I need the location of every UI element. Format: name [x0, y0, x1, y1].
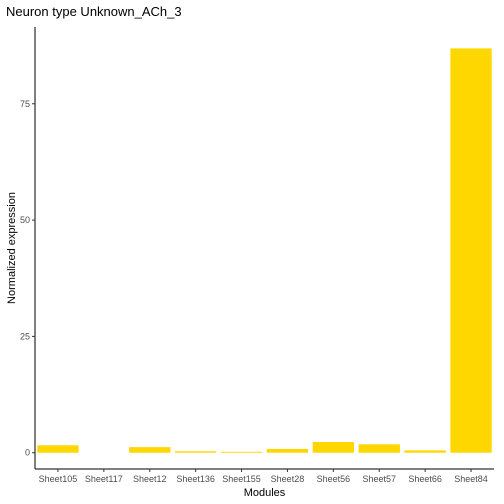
x-axis-label: Modules	[244, 487, 286, 499]
y-tick-label: 25	[20, 331, 30, 341]
y-tick-label: 75	[20, 99, 30, 109]
x-tick-label: Sheet12	[133, 474, 167, 484]
x-tick-label: Sheet66	[408, 474, 442, 484]
bar-Sheet56	[312, 442, 355, 453]
x-tick-label: Sheet28	[271, 474, 305, 484]
x-tick-label: Sheet136	[176, 474, 215, 484]
bar-Sheet28	[266, 448, 309, 453]
x-tick-label: Sheet56	[317, 474, 351, 484]
chart-title: Neuron type Unknown_ACh_3	[6, 4, 182, 19]
bar-Sheet105	[37, 445, 79, 453]
x-tick-label: Sheet57	[362, 474, 396, 484]
x-tick-label: Sheet84	[454, 474, 488, 484]
bar-Sheet66	[404, 450, 446, 453]
x-tick-label: Sheet105	[39, 474, 78, 484]
bar-Sheet12	[129, 447, 171, 453]
x-tick-label: Sheet155	[222, 474, 261, 484]
bar-Sheet84	[450, 48, 492, 453]
y-axis-label: Normalized expression	[6, 192, 18, 304]
bar-Sheet136	[174, 451, 217, 453]
x-tick-label: Sheet117	[85, 474, 123, 484]
y-tick-label: 50	[20, 215, 30, 225]
y-tick-label: 0	[25, 448, 30, 458]
y-ticks: 0 25 50 75	[20, 99, 35, 458]
x-ticks: Sheet105 Sheet117 Sheet12 Sheet136 Sheet155 S…	[39, 469, 488, 484]
bars-group	[37, 48, 492, 453]
bar-Sheet57	[358, 444, 400, 453]
bar-Sheet155	[220, 451, 263, 453]
